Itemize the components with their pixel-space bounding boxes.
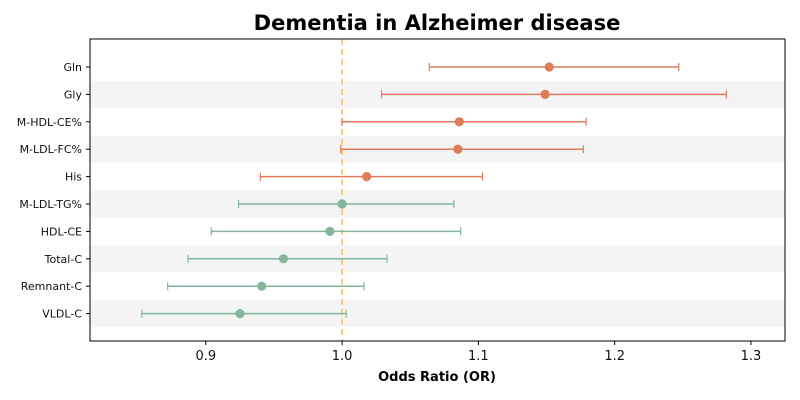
x-tick-label: 1.0 <box>332 349 353 364</box>
or-point <box>454 117 464 127</box>
y-tick-label: HDL-CE <box>41 225 82 238</box>
forest-row <box>340 144 584 154</box>
y-tick-label: Total-C <box>44 253 83 266</box>
y-tick-label: Remnant-C <box>21 280 83 293</box>
y-tick-label: His <box>65 171 82 184</box>
or-point <box>257 281 267 291</box>
x-tick-label: 1.1 <box>468 349 489 364</box>
or-point <box>235 309 245 319</box>
y-tick-label: M-LDL-FC% <box>20 143 82 156</box>
chart-title: Dementia in Alzheimer disease <box>254 11 621 35</box>
or-point <box>453 144 463 154</box>
forest-row <box>210 226 462 236</box>
forest-row <box>237 199 455 209</box>
y-tick-label: Gln <box>63 61 82 74</box>
plot-frame <box>89 38 786 342</box>
x-tick-label: 1.2 <box>604 349 625 364</box>
or-point <box>544 62 554 72</box>
y-tick-label: Gly <box>64 88 83 101</box>
or-point <box>278 254 289 264</box>
forest-row <box>428 62 680 72</box>
or-point <box>337 199 347 209</box>
data-rows <box>141 62 728 319</box>
forest-row <box>141 309 347 319</box>
or-point <box>325 226 335 236</box>
forest-row <box>167 281 365 291</box>
y-tick-label: VLDL-C <box>42 308 82 321</box>
or-point <box>362 172 372 182</box>
x-tick-label: 1.3 <box>741 349 762 364</box>
forest-row <box>187 254 388 264</box>
forest-row <box>259 172 484 182</box>
or-point <box>540 89 550 99</box>
forest-row <box>381 89 728 99</box>
x-tick-label: 0.9 <box>195 349 216 364</box>
y-tick-label: M-HDL-CE% <box>17 116 82 129</box>
forest-row <box>341 117 587 127</box>
y-axis: Gln Gly M-HDL-CE% M-LDL-FC% His M-LDL-TG% HDL-… <box>17 61 90 321</box>
x-axis-label: Odds Ratio (OR) <box>378 370 496 385</box>
x-axis: 0.9 1.0 1.1 1.2 1.3 <box>195 341 761 364</box>
y-tick-label: M-LDL-TG% <box>19 198 82 211</box>
